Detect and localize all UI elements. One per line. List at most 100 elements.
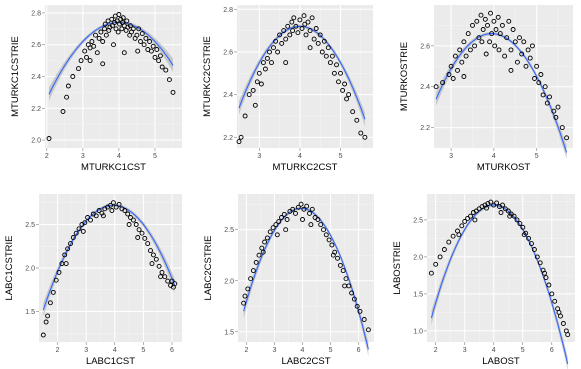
data-point [300, 217, 305, 222]
data-point [505, 208, 511, 214]
data-point [330, 252, 336, 258]
data-point [50, 289, 56, 295]
data-point [139, 31, 145, 37]
data-point [544, 100, 550, 106]
data-point [549, 291, 555, 297]
data-point [506, 18, 512, 24]
data-point [467, 47, 473, 53]
x-tick-label: 6 [357, 347, 361, 354]
data-point [317, 32, 323, 38]
x-tick-label: 4 [492, 347, 496, 354]
data-point [110, 200, 116, 206]
data-point [452, 53, 458, 59]
data-point [116, 12, 122, 17]
data-point [297, 17, 303, 23]
data-point [517, 35, 522, 41]
data-point [147, 39, 153, 44]
y-tick-label: 2.4 [223, 92, 233, 99]
data-point [543, 275, 549, 281]
data-point [325, 45, 331, 51]
data-point [529, 43, 535, 49]
chart-panel-5: 2 3 4 5 6 1.5 2.0 2.5 LABC2CST LABC2CSTRIE [203, 194, 374, 367]
x-tick-label: 5 [535, 153, 539, 160]
data-point [262, 66, 268, 72]
x-axis-title: LABC2CST [281, 356, 330, 367]
data-point [121, 50, 127, 56]
data-point [113, 26, 119, 32]
fit-line [430, 204, 569, 365]
data-point [150, 43, 156, 49]
data-point [283, 60, 289, 66]
y-tick-label: 2.2 [420, 125, 430, 132]
data-point [529, 241, 534, 247]
data-point [497, 31, 503, 37]
x-tick-label: 6 [170, 347, 174, 354]
x-axis-title: LABOST [482, 356, 520, 367]
data-point [326, 237, 332, 243]
x-tick-label: 4 [113, 347, 117, 354]
fit-line [48, 21, 174, 95]
data-point [256, 252, 262, 258]
x-tick-label: 5 [521, 347, 525, 354]
data-point [68, 241, 73, 247]
data-point [120, 15, 126, 21]
data-point [100, 61, 106, 67]
y-tick-label: 2.2 [223, 135, 233, 142]
data-point [142, 235, 148, 241]
data-point [63, 261, 69, 267]
data-point [153, 256, 159, 262]
data-point [102, 21, 108, 27]
data-point [365, 327, 371, 333]
data-point [82, 48, 88, 54]
data-point [276, 219, 282, 225]
chart-panel-1: 2 3 4 5 2.0 2.2 2.4 2.6 2.8 MTURKC1CST MTURKC1CSTR… [10, 5, 182, 173]
data-point [78, 58, 84, 64]
data-point [542, 270, 547, 276]
data-point [145, 241, 151, 247]
data-point [166, 77, 172, 83]
data-point [269, 60, 274, 66]
data-point [133, 222, 139, 227]
data-point [494, 200, 500, 206]
data-point [103, 32, 109, 38]
data-point [258, 81, 264, 87]
data-point [534, 254, 540, 260]
data-point [264, 235, 270, 241]
x-tick-label: 3 [273, 347, 277, 354]
data-point [463, 53, 469, 59]
data-point [342, 283, 348, 289]
data-point [499, 22, 505, 28]
data-point [323, 53, 329, 59]
data-point [534, 63, 540, 69]
data-point [62, 252, 68, 258]
data-point [349, 290, 355, 296]
data-point [88, 217, 93, 223]
data-point [96, 35, 102, 41]
data-point [125, 211, 131, 217]
data-point [323, 232, 329, 238]
data-point [254, 79, 260, 85]
data-point [564, 135, 570, 141]
data-point [170, 89, 176, 95]
data-point [337, 262, 343, 268]
data-point [358, 130, 364, 136]
data-point [338, 70, 343, 76]
data-point [141, 42, 147, 48]
data-point [520, 224, 526, 230]
x-tick-label: 3 [81, 153, 85, 160]
data-point [91, 43, 97, 49]
data-point [482, 16, 488, 22]
panel-background [434, 5, 573, 148]
panel-background [427, 194, 575, 342]
data-point [290, 206, 296, 212]
data-point [154, 47, 160, 52]
data-point [555, 104, 561, 110]
y-axis-title: MTURKC2CSTRIE [202, 36, 213, 117]
data-point [428, 270, 434, 276]
data-point [64, 94, 70, 100]
data-point [523, 63, 529, 69]
data-point [248, 276, 254, 282]
data-point [459, 59, 465, 65]
data-point [156, 263, 162, 269]
